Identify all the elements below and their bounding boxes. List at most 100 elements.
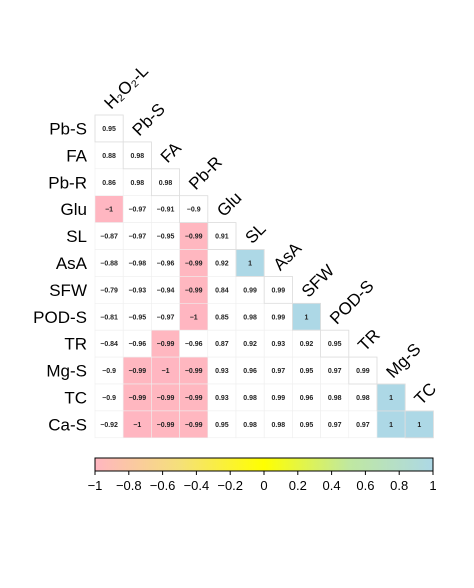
cell-value-label: −0.99 — [185, 234, 203, 241]
colorbar-tick-label: −0.8 — [116, 478, 142, 493]
cell-value-label: 0.93 — [271, 341, 285, 348]
cell-value-label: 0.99 — [356, 368, 370, 375]
heatmap-cell — [122, 410, 152, 439]
colorbar-tick-label: −0.6 — [150, 478, 176, 493]
column-label: Mg-S — [382, 340, 424, 382]
cell-value-label: 0.95 — [328, 341, 342, 348]
cell-value-label: −0.84 — [100, 341, 118, 348]
diagonal-cell-border — [263, 275, 293, 304]
row-label: Mg-S — [46, 362, 87, 381]
heatmap-cell — [235, 329, 265, 358]
row-label: FA — [66, 146, 87, 165]
colorbar-tick-label: −1 — [88, 478, 103, 493]
heatmap-cell — [320, 329, 350, 358]
colorbar-tick-label: 0.8 — [390, 478, 408, 493]
row-label: Pb-S — [49, 119, 87, 138]
heatmap-cell — [263, 329, 293, 358]
heatmap-cell — [151, 410, 180, 439]
colorbar-tick-label: −0.4 — [184, 478, 210, 493]
heatmap-cell — [179, 195, 209, 223]
colorbar: −1 −0.8 −0.6 −0.4 −0.2 0 0.2 0.4 0.6 0.8 1 — [88, 457, 437, 493]
column-label: AsA — [270, 238, 306, 274]
heatmap-cells: 0.950.88 0.980.86 0.98 0.98−1 −0.97 −0.91 −0.9… — [94, 114, 434, 439]
cell-value-label: −0.97 — [157, 314, 175, 321]
heatmap-cell — [292, 410, 321, 439]
cell-value-label: −0.99 — [185, 287, 203, 294]
cell-value-label: 1 — [248, 260, 252, 267]
diagonal-cell-border — [404, 410, 434, 439]
heatmap-cell — [179, 249, 209, 277]
heatmap-cell — [376, 410, 406, 439]
heatmap-cell — [94, 356, 124, 385]
diagonal-cell-border — [291, 302, 321, 331]
cell-value-label: −0.88 — [100, 260, 118, 267]
cell-value-label: −0.97 — [128, 234, 146, 241]
cell-value-label: −0.99 — [185, 260, 203, 267]
heatmap-cell — [122, 276, 152, 304]
heatmap-cell — [292, 302, 321, 331]
cell-value-label: 0.87 — [215, 341, 229, 348]
cell-value-label: −0.92 — [100, 422, 118, 429]
column-label: TR — [354, 325, 383, 354]
cell-value-label: 0.99 — [271, 395, 285, 402]
heatmap-cell — [122, 249, 152, 277]
cell-value-label: 0.96 — [243, 368, 257, 375]
row-label: TR — [64, 335, 87, 354]
row-label: TC — [64, 388, 87, 407]
heatmap-cell — [348, 356, 378, 385]
cell-value-label: 0.93 — [215, 395, 229, 402]
row-label: Pb-R — [48, 173, 87, 192]
colorbar-tick-label: −0.2 — [217, 478, 243, 493]
cell-value-label: 0.98 — [243, 314, 257, 321]
diagonal-cell-border — [348, 356, 378, 385]
diagonal-cell-border — [122, 141, 152, 170]
row-label: SL — [66, 227, 87, 246]
cell-value-label: −0.99 — [128, 368, 146, 375]
diagonal-cell-border — [179, 195, 209, 223]
column-label: Pb-S — [129, 100, 169, 140]
cell-value-label: 0.98 — [159, 180, 173, 187]
colorbar-tick-label: 0.4 — [323, 478, 341, 493]
cell-value-label: 0.95 — [102, 126, 116, 133]
heatmap-cell — [151, 329, 180, 358]
cell-value-label: 1 — [417, 422, 421, 429]
cell-value-label: −1 — [190, 314, 198, 321]
cell-value-label: −0.95 — [128, 314, 146, 321]
heatmap-cell — [263, 276, 293, 304]
cell-value-label: −0.9 — [102, 368, 116, 375]
cell-value-label: 0.97 — [328, 368, 342, 375]
heatmap-cell — [94, 276, 124, 304]
cell-value-label: 0.84 — [215, 287, 229, 294]
cell-value-label: 0.97 — [356, 422, 370, 429]
column-label: H₂O₂-L — [100, 61, 151, 112]
heatmap-cell — [179, 356, 209, 385]
column-label: FA — [157, 138, 186, 167]
heatmap-cell — [320, 383, 350, 412]
row-label: Glu — [61, 200, 87, 219]
diagonal-cell-border — [235, 249, 265, 277]
cell-value-label: −0.96 — [185, 341, 203, 348]
cell-value-label: −0.81 — [100, 314, 118, 321]
cell-value-label: 0.95 — [215, 422, 229, 429]
colorbar-tick-label: 1 — [429, 478, 436, 493]
column-label: Glu — [213, 188, 245, 220]
heatmap-cell — [376, 383, 406, 412]
diagonal-cell-border — [94, 114, 124, 143]
heatmap-cell — [292, 356, 321, 385]
heatmap-cell — [151, 249, 180, 277]
cell-value-label: 0.98 — [243, 422, 257, 429]
cell-value-label: −0.93 — [128, 287, 146, 294]
cell-value-label: −1 — [133, 422, 141, 429]
cell-value-label: 0.98 — [130, 180, 144, 187]
heatmap-cell — [235, 410, 265, 439]
colorbar-tick-label: 0.6 — [356, 478, 374, 493]
diagonal-cell-border — [320, 329, 350, 358]
row-labels: Pb-S FA Pb-R Glu SL AsA SFW POD-S TR Mg-S TC Ca-S — [33, 119, 87, 434]
heatmap-cell — [122, 195, 152, 223]
cell-value-label: 0.99 — [271, 287, 285, 294]
cell-value-label: −0.91 — [157, 207, 175, 214]
cell-value-label: 0.85 — [215, 314, 229, 321]
heatmap-cell — [94, 141, 124, 170]
cell-value-label: 0.98 — [328, 395, 342, 402]
